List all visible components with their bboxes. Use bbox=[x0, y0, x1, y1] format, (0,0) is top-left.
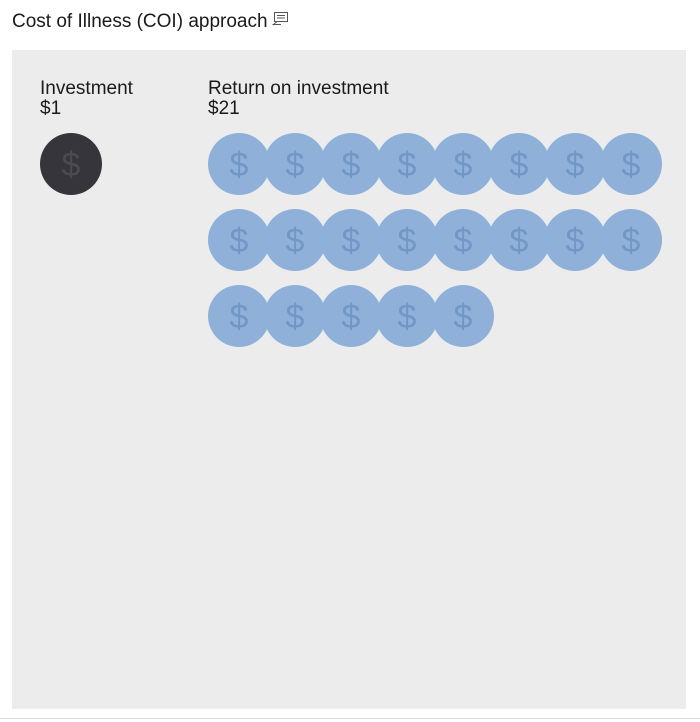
investment-label-group: Investment $1 bbox=[40, 79, 133, 119]
roi-coin-mark: $ bbox=[488, 133, 550, 195]
roi-coin-mark: $ bbox=[432, 285, 494, 347]
coin-circle bbox=[40, 133, 102, 195]
dollar-sign-icon: $ bbox=[622, 146, 641, 184]
dollar-sign-icon: $ bbox=[398, 146, 417, 184]
roi-coin-mark: $ bbox=[376, 209, 438, 271]
roi-coin-mark: $ bbox=[264, 133, 326, 195]
investment-value-label: $1 bbox=[40, 98, 62, 119]
coin-circle bbox=[488, 133, 550, 195]
coin-circle bbox=[376, 285, 438, 347]
dollar-sign-icon: $ bbox=[510, 146, 529, 184]
coin-circle bbox=[320, 285, 382, 347]
roi-coin-mark: $ bbox=[264, 285, 326, 347]
coin-circle bbox=[264, 133, 326, 195]
comment-note-icon[interactable] bbox=[272, 12, 288, 26]
chart-title: Cost of Illness (COI) approach bbox=[12, 11, 268, 32]
dollar-sign-icon: $ bbox=[510, 222, 529, 260]
roi-coin-mark: $ bbox=[376, 133, 438, 195]
coin-circle bbox=[544, 209, 606, 271]
roi-coin-mark: $ bbox=[600, 209, 662, 271]
dollar-sign-icon: $ bbox=[230, 298, 249, 336]
coin-circle bbox=[208, 133, 270, 195]
investment-series-name: Investment bbox=[40, 78, 133, 99]
roi-coin-mark: $ bbox=[208, 285, 270, 347]
dollar-sign-icon: $ bbox=[566, 146, 585, 184]
coin-circle bbox=[600, 209, 662, 271]
roi-coin-mark: $ bbox=[208, 133, 270, 195]
roi-series-name: Return on investment bbox=[208, 78, 389, 99]
dollar-sign-icon: $ bbox=[622, 222, 641, 260]
roi-coin-mark: $ bbox=[376, 285, 438, 347]
dollar-sign-icon: $ bbox=[566, 222, 585, 260]
dollar-sign-icon: $ bbox=[62, 146, 81, 184]
coin-pictogram: $ $ $ $ $ $ $ $ $ $ $ $ $ $ $ $ $ $ $ $ $ $ bbox=[40, 133, 662, 347]
dollar-sign-icon: $ bbox=[342, 146, 361, 184]
coin-circle bbox=[264, 209, 326, 271]
roi-coin-mark: $ bbox=[488, 209, 550, 271]
coin-circle bbox=[432, 285, 494, 347]
coin-circle bbox=[376, 209, 438, 271]
chart-panel: Investment $1 Return on investment $21 $… bbox=[12, 50, 686, 709]
footer-divider bbox=[0, 718, 700, 719]
roi-coin-mark: $ bbox=[208, 209, 270, 271]
coin-circle bbox=[600, 133, 662, 195]
coin-circle bbox=[432, 133, 494, 195]
roi-label-group: Return on investment $21 bbox=[208, 79, 389, 119]
dollar-sign-icon: $ bbox=[342, 298, 361, 336]
roi-coin-mark: $ bbox=[544, 209, 606, 271]
coin-circle bbox=[208, 285, 270, 347]
roi-coin-mark: $ bbox=[320, 133, 382, 195]
roi-coin-mark: $ bbox=[432, 133, 494, 195]
roi-coin-mark: $ bbox=[600, 133, 662, 195]
dollar-sign-icon: $ bbox=[454, 222, 473, 260]
coin-circle bbox=[264, 285, 326, 347]
dollar-sign-icon: $ bbox=[286, 298, 305, 336]
coin-circle bbox=[432, 209, 494, 271]
roi-value-label: $21 bbox=[208, 98, 240, 119]
coin-circle bbox=[320, 133, 382, 195]
dollar-sign-icon: $ bbox=[342, 222, 361, 260]
coin-circle bbox=[376, 133, 438, 195]
dollar-sign-icon: $ bbox=[286, 146, 305, 184]
coin-circle bbox=[208, 209, 270, 271]
dollar-sign-icon: $ bbox=[454, 298, 473, 336]
dollar-sign-icon: $ bbox=[230, 222, 249, 260]
coin-circle bbox=[320, 209, 382, 271]
dollar-sign-icon: $ bbox=[230, 146, 249, 184]
roi-coin-mark: $ bbox=[432, 209, 494, 271]
chart-title-row: Cost of Illness (COI) approach bbox=[12, 8, 288, 36]
roi-coin-mark: $ bbox=[544, 133, 606, 195]
dollar-sign-icon: $ bbox=[454, 146, 473, 184]
roi-coin-mark: $ bbox=[264, 209, 326, 271]
dollar-sign-icon: $ bbox=[398, 298, 417, 336]
roi-coin-mark: $ bbox=[320, 285, 382, 347]
roi-coin-mark: $ bbox=[320, 209, 382, 271]
dollar-sign-icon: $ bbox=[286, 222, 305, 260]
dollar-sign-icon: $ bbox=[398, 222, 417, 260]
investment-coin-mark: $ bbox=[40, 133, 102, 195]
coin-circle bbox=[544, 133, 606, 195]
coin-circle bbox=[488, 209, 550, 271]
